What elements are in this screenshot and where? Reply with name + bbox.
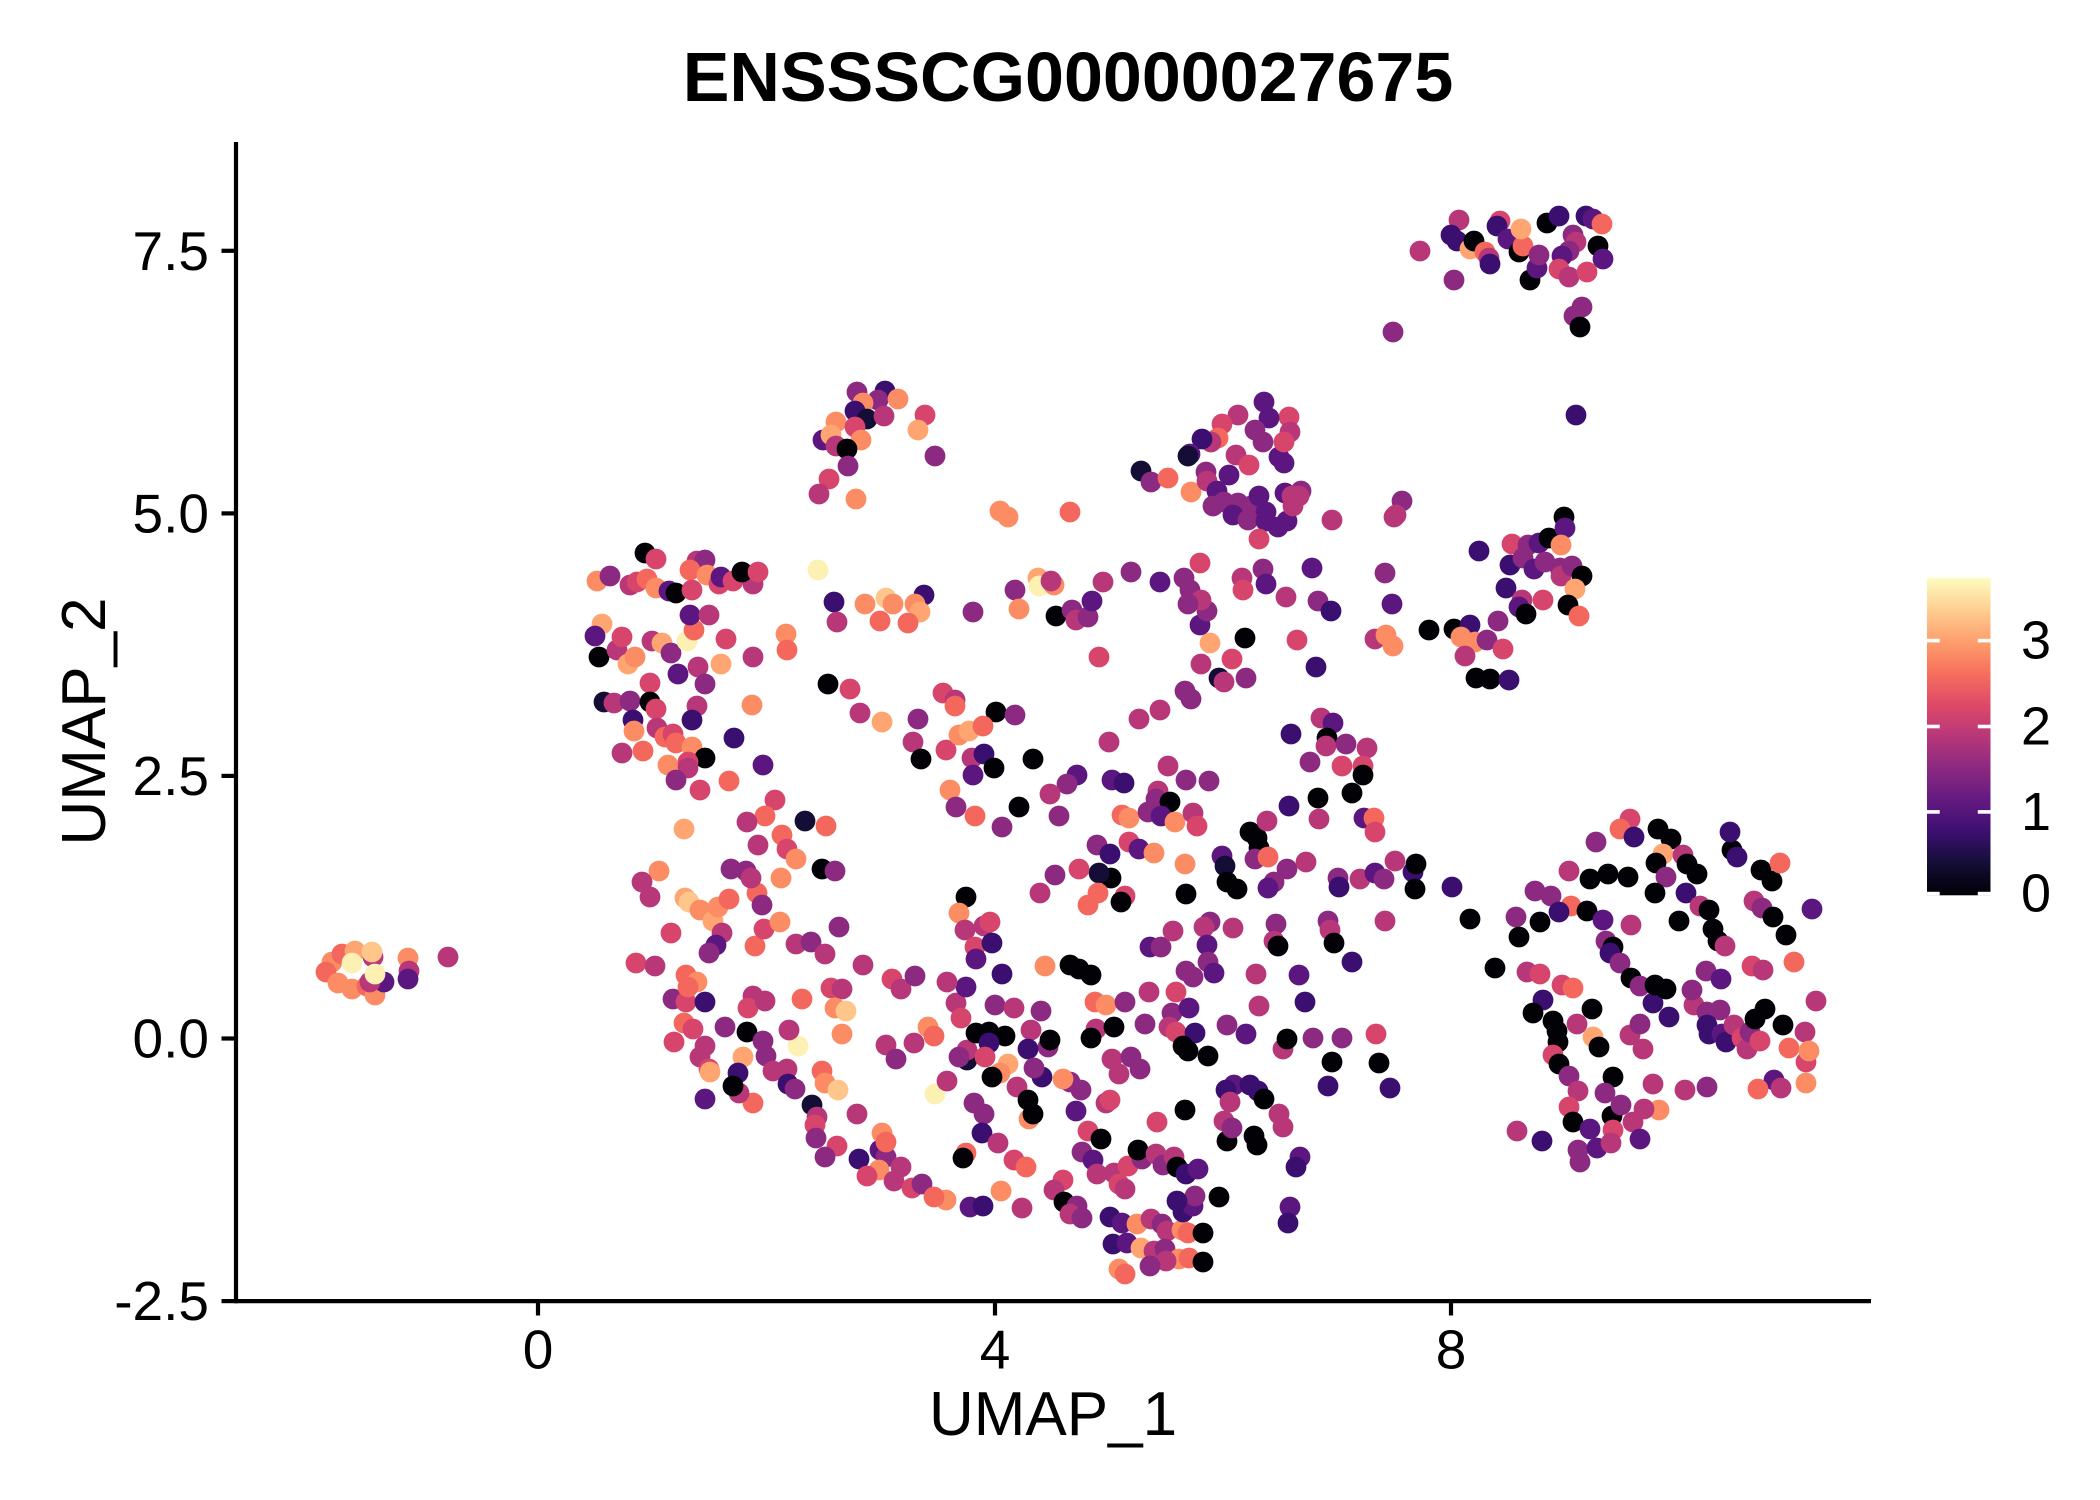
svg-text:2.5: 2.5 bbox=[133, 745, 209, 807]
svg-text:5.0: 5.0 bbox=[133, 482, 209, 544]
svg-text:0.0: 0.0 bbox=[133, 1008, 209, 1070]
svg-text:8: 8 bbox=[1436, 1319, 1467, 1381]
svg-text:0: 0 bbox=[523, 1319, 554, 1381]
svg-text:1: 1 bbox=[2021, 782, 2051, 842]
svg-text:2: 2 bbox=[2021, 697, 2051, 757]
svg-text:7.5: 7.5 bbox=[133, 220, 209, 282]
svg-text:UMAP_1: UMAP_1 bbox=[929, 1380, 1177, 1449]
svg-text:0: 0 bbox=[2021, 864, 2051, 924]
svg-text:4: 4 bbox=[980, 1319, 1011, 1381]
svg-text:UMAP_2: UMAP_2 bbox=[50, 597, 119, 845]
svg-text:ENSSSCG00000027675: ENSSSCG00000027675 bbox=[683, 38, 1454, 116]
svg-text:3: 3 bbox=[2021, 611, 2051, 671]
svg-text:-2.5: -2.5 bbox=[114, 1270, 209, 1332]
